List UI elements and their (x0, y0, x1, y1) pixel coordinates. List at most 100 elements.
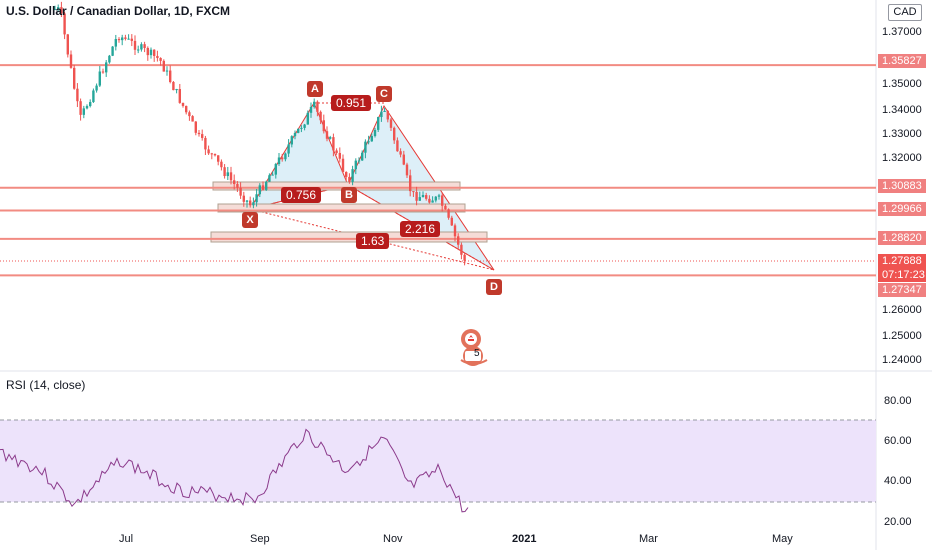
candle-body (300, 127, 303, 129)
candle-body (210, 153, 213, 155)
zone-2 (217, 203, 466, 213)
candle-body (137, 49, 140, 51)
pattern-point-a[interactable]: A (307, 81, 323, 97)
candle-body (233, 180, 236, 185)
candle-body (76, 88, 79, 102)
candle-body (98, 71, 101, 86)
time-tick: Nov (383, 533, 403, 545)
candle-body (156, 55, 159, 59)
rsi-indicator-label[interactable]: RSI (14, close) (6, 378, 86, 392)
candle-body (297, 128, 300, 133)
rsi-tick: 60.00 (884, 435, 912, 447)
price-tick: 1.26000 (882, 304, 922, 316)
events-count: 5 (474, 348, 480, 359)
pattern-point-x[interactable]: X (242, 212, 258, 228)
candle-body (242, 195, 245, 202)
candle-body (412, 191, 415, 193)
currency-badge[interactable]: CAD (888, 4, 922, 21)
candle-body (73, 67, 76, 89)
candle-body (396, 140, 399, 152)
candle-body (319, 111, 322, 121)
price-tick: 1.34000 (882, 104, 922, 116)
candle-body (57, 7, 60, 10)
candle-body (255, 194, 258, 203)
candle-body (332, 137, 335, 151)
time-tick: 2021 (512, 533, 537, 545)
ratio-label[interactable]: 0.951 (331, 95, 372, 111)
candle-body (85, 106, 89, 109)
candle-body (153, 49, 156, 56)
level-tag: 1.27347 (878, 283, 926, 297)
candle-body (351, 169, 354, 182)
candle-body (265, 181, 268, 190)
candle-body (133, 40, 137, 50)
time-tick: Sep (250, 533, 270, 545)
rsi-tick: 80.00 (884, 395, 912, 407)
candle-body (415, 191, 418, 201)
candle-body (188, 112, 191, 117)
ratio-label[interactable]: 2.216 (400, 221, 441, 237)
candle-body (345, 172, 348, 177)
candle-body (207, 149, 210, 154)
candle-body (409, 175, 412, 192)
candle-body (239, 187, 242, 196)
symbol-title[interactable]: U.S. Dollar / Canadian Dollar, 1D, FXCM (6, 4, 231, 18)
ratio-label[interactable]: 0.756 (281, 187, 322, 203)
candle-body (149, 49, 153, 56)
candle-body (380, 111, 383, 118)
candle-body (463, 254, 466, 261)
candle-body (437, 195, 441, 197)
economic-events-icon[interactable] (459, 328, 491, 368)
rsi-tick: 20.00 (884, 516, 912, 528)
pattern-point-c[interactable]: C (376, 86, 392, 102)
candle-body (313, 101, 316, 107)
level-lines (0, 64, 876, 277)
candle-body (281, 157, 284, 160)
candle-body (357, 160, 361, 162)
candle-body (341, 158, 345, 173)
candles (53, 1, 466, 266)
zone-3 (210, 231, 488, 243)
candle-body (402, 154, 405, 165)
candle-body (309, 106, 313, 113)
candle-body (175, 89, 178, 91)
pattern-point-b[interactable]: B (341, 187, 357, 203)
candle-body (130, 38, 133, 41)
candle-body (69, 54, 73, 68)
candle-body (146, 47, 149, 56)
candle-body (425, 195, 428, 199)
candle-body (370, 136, 373, 142)
time-tick: Mar (639, 533, 658, 545)
price-tick: 1.37000 (882, 26, 922, 38)
price-tick: 1.32000 (882, 152, 922, 164)
candle-body (165, 70, 169, 72)
candle-body (53, 9, 57, 11)
level-tag: 1.29966 (878, 202, 926, 216)
candle-body (223, 167, 226, 177)
candle-body (389, 119, 393, 128)
candle-body (393, 127, 396, 141)
candle-body (220, 161, 223, 168)
price-tick: 1.35000 (882, 78, 922, 90)
level-tag: 1.28820 (878, 231, 926, 245)
candle-body (101, 71, 105, 73)
candle-body (105, 62, 108, 73)
candle-body (236, 184, 239, 188)
level-tag: 1.30883 (878, 179, 926, 193)
candle-body (197, 132, 201, 135)
ratio-label[interactable]: 1.63 (356, 233, 390, 249)
candle-body (457, 236, 460, 245)
pattern-point-d[interactable]: D (486, 279, 502, 295)
candle-body (277, 157, 281, 164)
candle-body (367, 141, 370, 143)
candle-body (213, 153, 217, 156)
candle-body (114, 39, 117, 47)
price-tick: 1.25000 (882, 330, 922, 342)
candle-body (386, 111, 389, 120)
rsi-band (0, 420, 876, 502)
candle-body (201, 134, 204, 138)
candle-body (82, 108, 85, 115)
candle-body (431, 200, 434, 203)
candle-body (162, 60, 165, 72)
